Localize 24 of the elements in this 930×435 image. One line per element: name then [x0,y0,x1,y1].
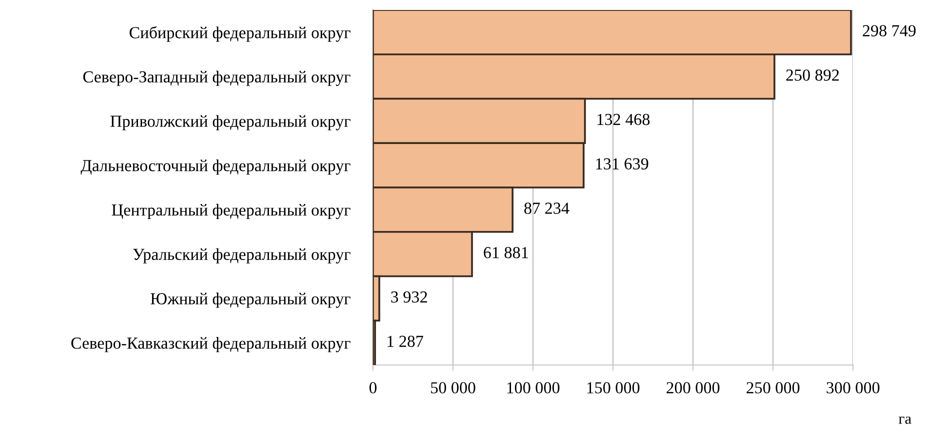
y-tick-label: Уральский федеральный округ [133,248,350,264]
data-label: 250 892 [786,69,839,81]
x-tick-label: 150 000 [587,382,640,394]
x-axis-title: га [898,416,912,424]
x-tick-label: 100 000 [507,382,560,394]
data-label: 1 287 [388,336,424,347]
data-label: 298 749 [862,25,916,36]
x-tick-label: 250 000 [746,382,800,394]
x-tick-label: 50 000 [431,382,476,394]
data-label: 132 468 [598,114,650,126]
y-tick-label: Северо-Западный федеральный округ [83,70,350,86]
y-tick-label: Приволжский федеральный округ [110,115,350,130]
data-label: 61 881 [484,246,528,258]
y-tick-label: Дальневосточный федеральный округ [80,160,350,175]
y-tick-label: Сибирский федеральный округ [130,26,350,42]
x-tick-label: 200 000 [666,382,720,394]
y-tick-label: Южный федеральный округ [150,292,350,308]
x-tick-label: 300 000 [826,382,880,394]
y-tick-label: Северо-Кавказский федеральный округ [71,337,350,352]
data-label: 3 932 [391,291,427,303]
x-tick-label: 0 [369,382,377,394]
data-label: 131 639 [596,158,648,170]
data-label: 87 234 [524,202,570,214]
y-tick-label: Центральный федеральный округ [112,204,350,220]
